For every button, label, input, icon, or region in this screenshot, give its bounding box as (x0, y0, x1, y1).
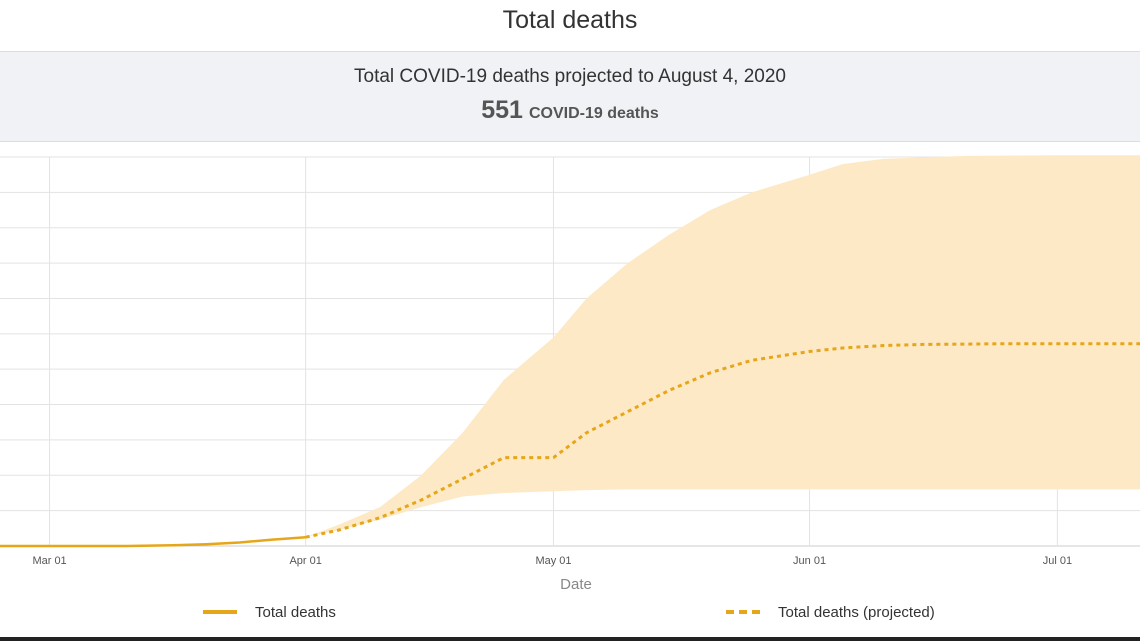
bottom-border (0, 637, 1140, 641)
x-tick-label: May 01 (535, 555, 571, 567)
summary-count: 551 COVID-19 deaths (0, 96, 1140, 125)
chart-plot: Mar 01 Apr 01 May 01 Jun 01 Jul 01 Date (0, 155, 1140, 593)
x-tick-label: Jul 01 (1043, 555, 1072, 567)
x-tick-label: Jun 01 (793, 555, 826, 567)
legend-total-deaths[interactable]: Total deaths (203, 602, 336, 622)
death-count-unit: COVID-19 deaths (528, 105, 659, 122)
x-tick-label: Mar 01 (32, 555, 66, 567)
x-axis-title: Date (560, 576, 592, 593)
legend-total-deaths-projected[interactable]: Total deaths (projected) (726, 602, 935, 622)
x-tick-label: Apr 01 (289, 555, 321, 567)
summary-line: Total COVID-19 deaths projected to Augus… (354, 66, 786, 87)
chart-title: Total deaths (502, 6, 638, 34)
legend-label: Total deaths (projected) (778, 603, 935, 621)
series-line-total-deaths-projected (305, 342, 1140, 539)
summary-panel: Total COVID-19 deaths projected to Augus… (0, 51, 1140, 142)
series-line-total-deaths (0, 535, 306, 548)
uncertainty-band (305, 155, 1140, 538)
legend-solid-line-icon (203, 610, 237, 614)
legend-label: Total deaths (255, 603, 336, 621)
legend-dashed-line-icon (726, 610, 760, 614)
death-count-value: 551 (481, 96, 523, 124)
